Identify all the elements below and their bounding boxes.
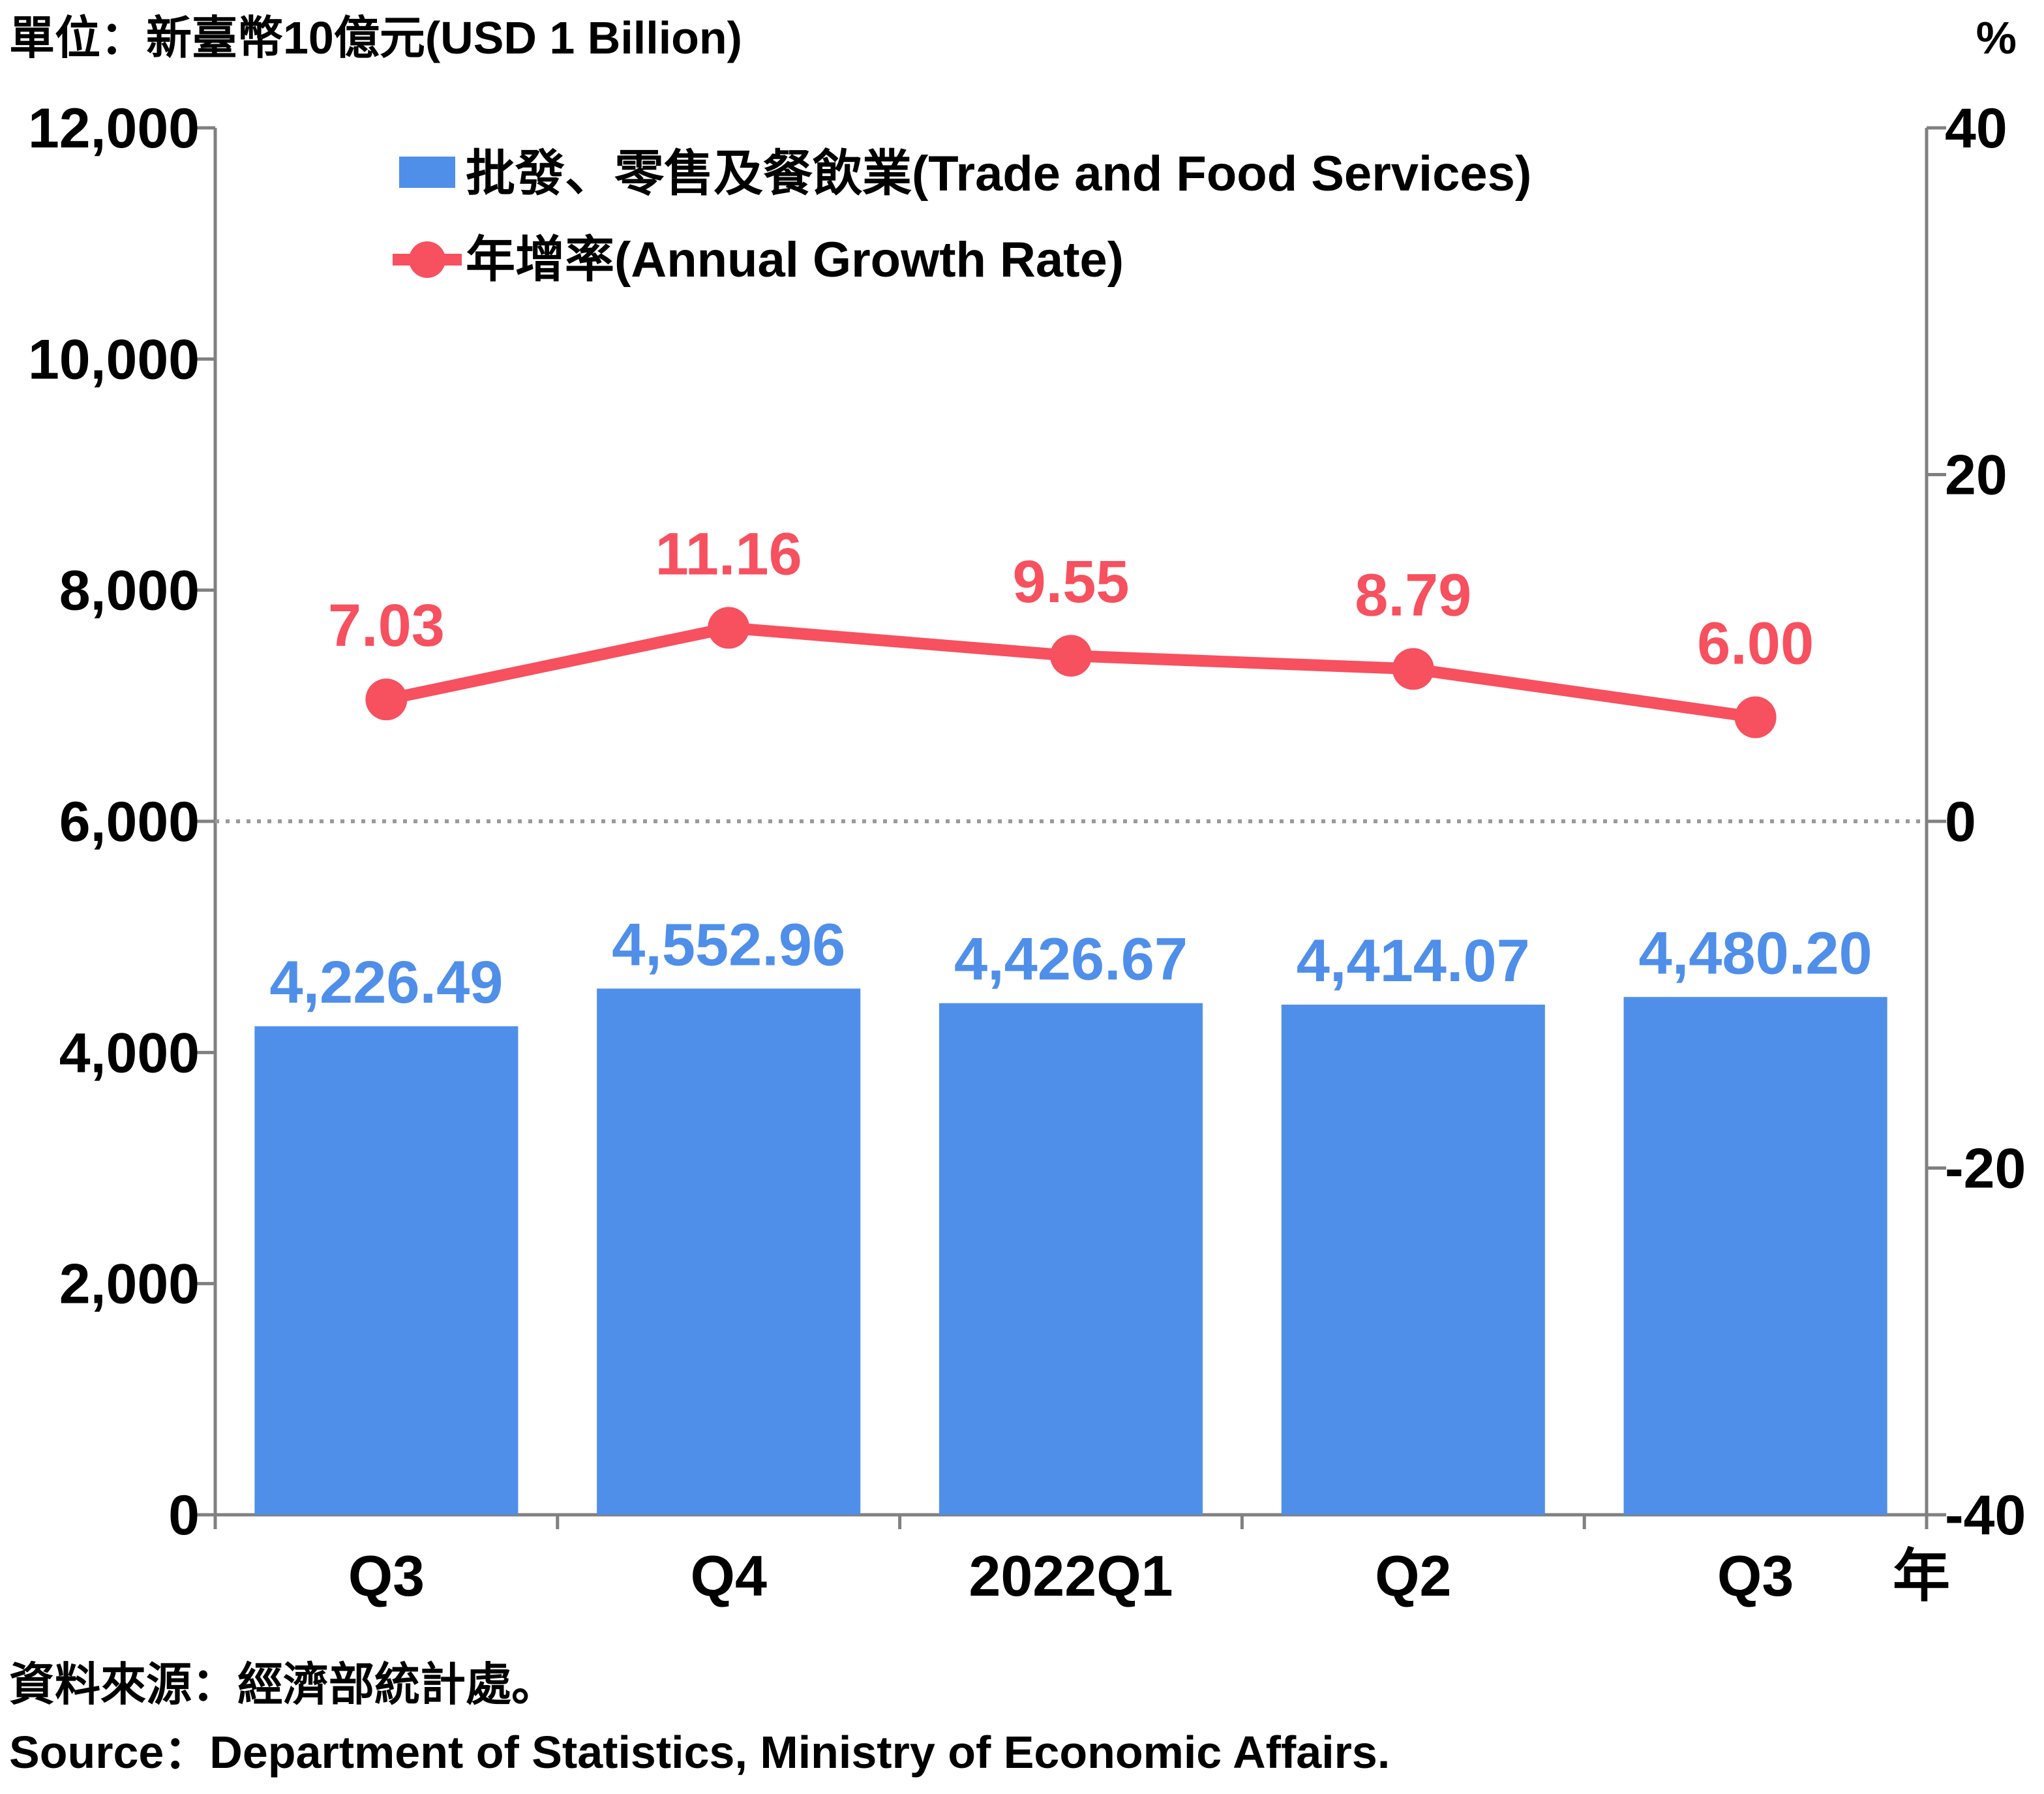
bar-value-label: 4,426.67	[954, 926, 1188, 993]
x-tick-label: Q2	[1375, 1543, 1451, 1608]
y-right-tick-label: -40	[1945, 1484, 2026, 1547]
left-unit-label: 單位：新臺幣10億元(USD 1 Billion)	[9, 12, 742, 63]
growth-point	[1734, 696, 1777, 738]
bar	[1623, 997, 1887, 1515]
y-left-tick-label: 4,000	[59, 1022, 200, 1084]
y-right-tick-label: -20	[1945, 1138, 2026, 1200]
bar	[254, 1026, 519, 1515]
growth-value-label: 11.16	[655, 521, 802, 587]
bar	[597, 988, 861, 1515]
y-right-tick-label: 40	[1945, 97, 2007, 160]
x-tick-label: Q4	[691, 1543, 767, 1608]
data-labels: 4,226.49 4,552.96 4,426.67 4,414.07 4,480.20…	[269, 521, 1872, 1016]
growth-point	[708, 607, 750, 649]
y-right-tick-label: 20	[1945, 444, 2007, 507]
bar-value-label: 4,480.20	[1639, 920, 1872, 986]
legend-bar-swatch	[399, 157, 455, 188]
right-unit-label: %	[1976, 12, 2017, 63]
axes: 0 2,000 4,000 6,000 8,000 10,000 12,000 -40 -20 0…	[28, 97, 2026, 1608]
y-left-tick-label: 10,000	[28, 328, 200, 391]
growth-value-label: 6.00	[1697, 611, 1814, 677]
x-axis-suffix: 年	[1893, 1543, 1950, 1608]
source-en: Source：Department of Statistics, Ministr…	[9, 1727, 1390, 1778]
growth-line	[365, 607, 1777, 738]
bar	[1281, 1004, 1545, 1515]
x-tick-label: 2022Q1	[969, 1543, 1173, 1608]
growth-value-label: 7.03	[328, 592, 445, 659]
bars	[254, 988, 1887, 1515]
y-left-tick-label: 2,000	[59, 1253, 200, 1316]
source-zh: 資料來源：經濟部統計處。	[9, 1659, 557, 1710]
growth-value-label: 9.55	[1012, 549, 1129, 615]
x-tick-label: Q3	[348, 1543, 425, 1608]
legend-line-label: 年增率(Annual Growth Rate)	[466, 232, 1124, 288]
growth-point	[365, 678, 408, 721]
x-tick-label: Q3	[1717, 1543, 1794, 1608]
y-left-tick-label: 8,000	[59, 560, 200, 622]
y-left-tick-label: 6,000	[59, 791, 200, 853]
growth-value-label: 8.79	[1355, 562, 1471, 628]
y-right-tick-label: 0	[1945, 791, 1976, 853]
growth-point	[1392, 648, 1434, 690]
legend-bar-label: 批發、零售及餐飲業(Trade and Food Services)	[466, 146, 1531, 202]
bar-value-label: 4,552.96	[612, 911, 845, 978]
y-left-tick-label: 0	[168, 1484, 200, 1547]
growth-point	[1050, 635, 1092, 677]
bar	[939, 1003, 1203, 1515]
bar-value-label: 4,226.49	[269, 949, 503, 1016]
legend: 批發、零售及餐飲業(Trade and Food Services) 年增率(A…	[393, 146, 1531, 288]
bar-value-label: 4,414.07	[1297, 928, 1530, 994]
y-left-tick-label: 12,000	[28, 97, 200, 160]
legend-line-marker	[409, 241, 445, 278]
